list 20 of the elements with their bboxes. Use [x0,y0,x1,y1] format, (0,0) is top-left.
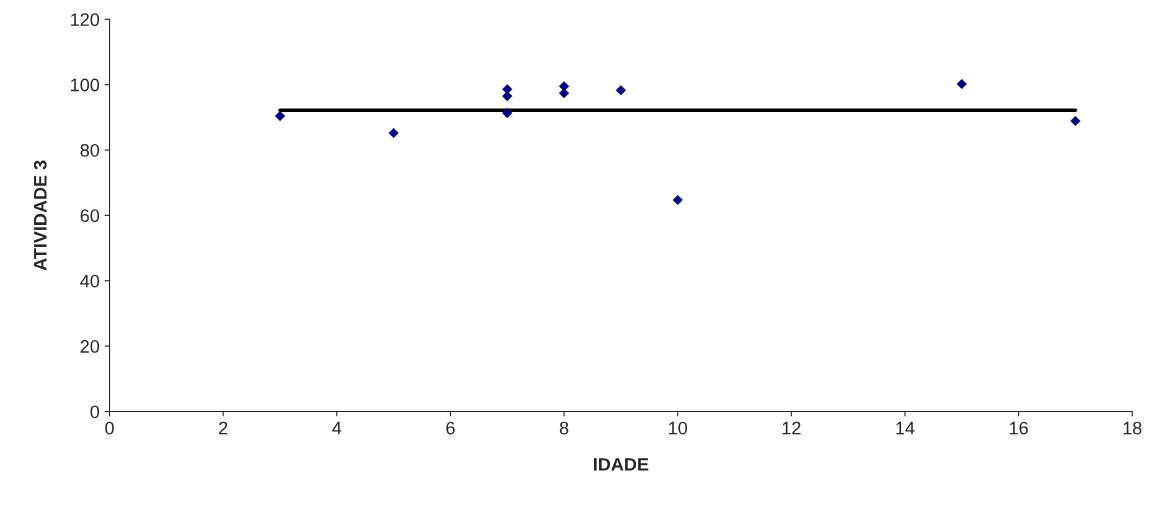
x-tick-label: 2 [219,421,228,435]
x-tick-label: 0 [105,421,114,435]
x-tick-label: 18 [1123,421,1142,435]
x-tick-label: 14 [896,421,915,435]
y-tick-label: 80 [80,143,100,157]
y-tick-label: 0 [90,405,100,419]
x-tick-label: 6 [446,421,455,435]
point [1070,115,1081,127]
y-tick-label: 20 [80,340,100,353]
y-tick-label: 100 [71,78,100,92]
y-tick-label: 120 [71,13,100,27]
x-tick-label: 10 [669,421,688,435]
x-tick-label: 12 [782,421,801,435]
y-axis-title: ATIVIDADE 3 [33,160,47,271]
y-tick-label: 60 [80,209,100,223]
y-tick-label: 40 [80,274,100,288]
x-axis-title: IDADE [594,458,649,471]
x-tick-label: 8 [559,421,569,435]
x-tick-label: 4 [332,421,342,435]
x-tick-label: 16 [1009,421,1028,435]
